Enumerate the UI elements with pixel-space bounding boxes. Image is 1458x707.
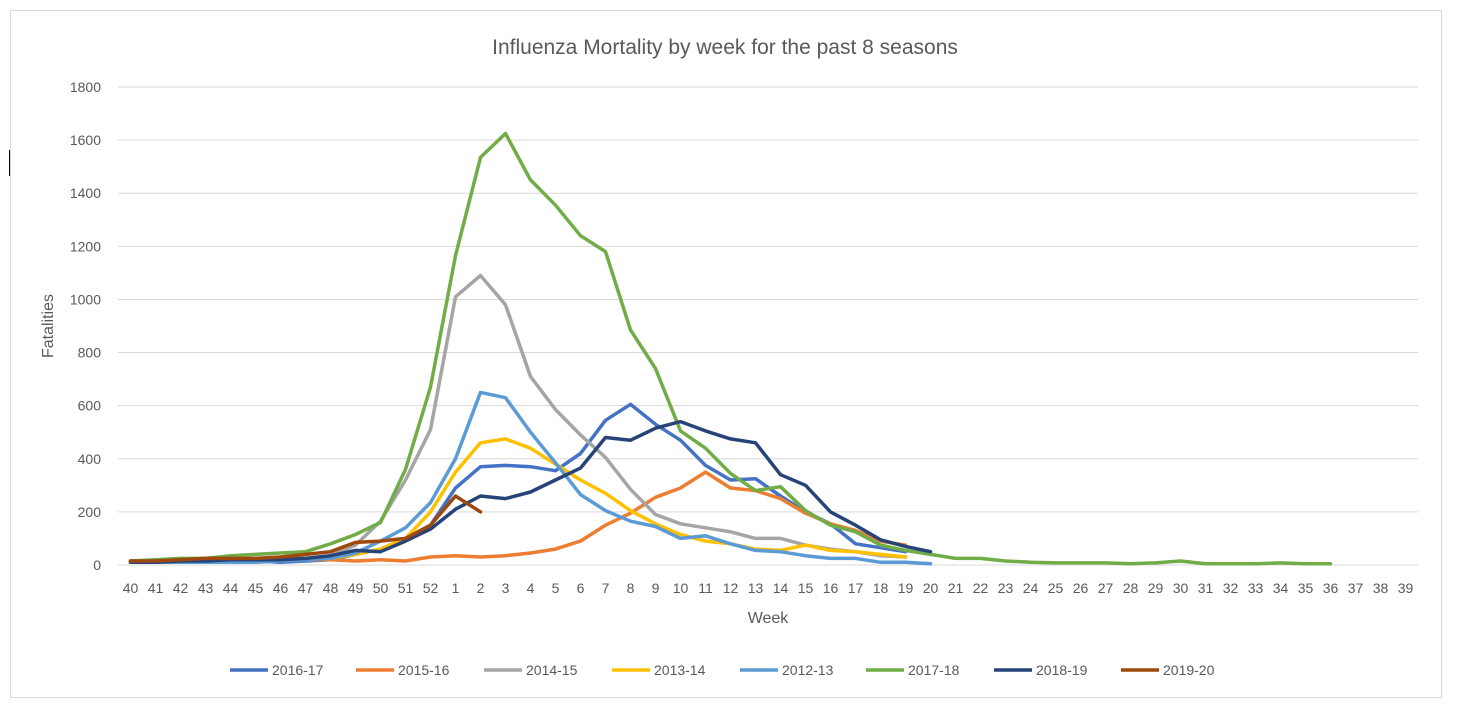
x-tick-label: 37 <box>1348 580 1364 596</box>
chart-title: Influenza Mortality by week for the past… <box>492 36 958 59</box>
x-tick-label: 6 <box>577 580 585 596</box>
x-tick-label: 3 <box>502 580 510 596</box>
x-tick-label: 21 <box>948 580 964 596</box>
x-tick-label: 47 <box>298 580 314 596</box>
y-tick-label: 1000 <box>70 291 101 307</box>
x-axis-title: Week <box>748 610 790 627</box>
x-tick-label: 45 <box>248 580 264 596</box>
x-tick-label: 7 <box>602 580 610 596</box>
y-tick-label: 0 <box>93 557 101 573</box>
x-tick-label: 32 <box>1223 580 1239 596</box>
legend-label: 2014-15 <box>526 662 578 678</box>
x-tick-label: 36 <box>1323 580 1339 596</box>
y-axis-ticks: 0 200 400 600 800 1000 1200 1400 1600 1800 <box>70 79 101 573</box>
x-tick-label: 38 <box>1373 580 1389 596</box>
series-line-2017-18 <box>128 131 1333 566</box>
x-tick-label: 25 <box>1048 580 1064 596</box>
x-tick-label: 2 <box>477 580 485 596</box>
y-tick-label: 1400 <box>70 185 101 201</box>
x-tick-label: 1 <box>452 580 460 596</box>
x-tick-label: 12 <box>723 580 739 596</box>
legend-label: 2015-16 <box>398 662 450 678</box>
legend-label: 2013-14 <box>654 662 706 678</box>
x-tick-label: 46 <box>273 580 289 596</box>
x-tick-label: 4 <box>527 580 535 596</box>
x-tick-label: 48 <box>323 580 339 596</box>
x-tick-label: 19 <box>898 580 914 596</box>
legend-label: 2019-20 <box>1163 662 1215 678</box>
y-axis-title: Fatalities <box>40 294 57 358</box>
legend-label: 2018-19 <box>1036 662 1088 678</box>
x-axis-ticks: 40 41 42 43 44 45 46 47 48 49 50 51 52 1 2 3 4 5 6 7 8 9 10 11 1… <box>123 580 1414 596</box>
x-tick-label: 39 <box>1398 580 1414 596</box>
x-tick-label: 20 <box>923 580 939 596</box>
x-tick-label: 29 <box>1148 580 1164 596</box>
x-tick-label: 15 <box>798 580 814 596</box>
x-tick-label: 51 <box>398 580 414 596</box>
y-tick-label: 600 <box>78 398 102 414</box>
x-tick-label: 52 <box>423 580 439 596</box>
x-tick-label: 17 <box>848 580 864 596</box>
legend: 2016-17 2015-16 2014-15 2013-14 2012-13 2017-… <box>230 662 1215 678</box>
x-tick-label: 14 <box>773 580 789 596</box>
x-tick-label: 44 <box>223 580 239 596</box>
x-tick-label: 33 <box>1248 580 1264 596</box>
chart-frame <box>10 10 1442 698</box>
y-tick-label: 400 <box>78 451 102 467</box>
x-tick-label: 43 <box>198 580 214 596</box>
x-tick-label: 23 <box>998 580 1014 596</box>
x-tick-label: 13 <box>748 580 764 596</box>
series-line-2016-17 <box>128 402 908 565</box>
x-tick-label: 24 <box>1023 580 1039 596</box>
x-tick-label: 10 <box>673 580 689 596</box>
x-tick-label: 22 <box>973 580 989 596</box>
x-tick-label: 49 <box>348 580 364 596</box>
x-tick-label: 26 <box>1073 580 1089 596</box>
series-lines <box>128 131 1333 566</box>
x-tick-label: 16 <box>823 580 839 596</box>
series-line-2018-19 <box>128 419 933 565</box>
x-tick-label: 50 <box>373 580 389 596</box>
x-tick-label: 34 <box>1273 580 1289 596</box>
y-tick-label: 200 <box>78 504 102 520</box>
x-tick-label: 35 <box>1298 580 1314 596</box>
x-tick-label: 28 <box>1123 580 1139 596</box>
x-tick-label: 8 <box>627 580 635 596</box>
legend-label: 2012-13 <box>782 662 834 678</box>
x-tick-label: 40 <box>123 580 139 596</box>
y-tick-label: 1600 <box>70 132 101 148</box>
series-line-2019-20 <box>128 494 483 563</box>
x-tick-label: 31 <box>1198 580 1214 596</box>
legend-label: 2016-17 <box>272 662 324 678</box>
series-line-2012-13 <box>128 390 933 566</box>
x-tick-label: 11 <box>698 580 713 596</box>
x-tick-label: 18 <box>873 580 889 596</box>
series-line-2014-15 <box>128 273 908 565</box>
x-tick-label: 30 <box>1173 580 1189 596</box>
y-tick-label: 800 <box>78 345 102 361</box>
y-tick-label: 1800 <box>70 79 101 95</box>
x-tick-label: 42 <box>173 580 189 596</box>
y-tick-label: 1200 <box>70 238 101 254</box>
legend-label: 2017-18 <box>908 662 960 678</box>
x-tick-label: 41 <box>148 580 164 596</box>
x-tick-label: 5 <box>552 580 560 596</box>
text-cursor <box>9 150 10 176</box>
x-tick-label: 27 <box>1098 580 1114 596</box>
x-tick-label: 9 <box>652 580 660 596</box>
